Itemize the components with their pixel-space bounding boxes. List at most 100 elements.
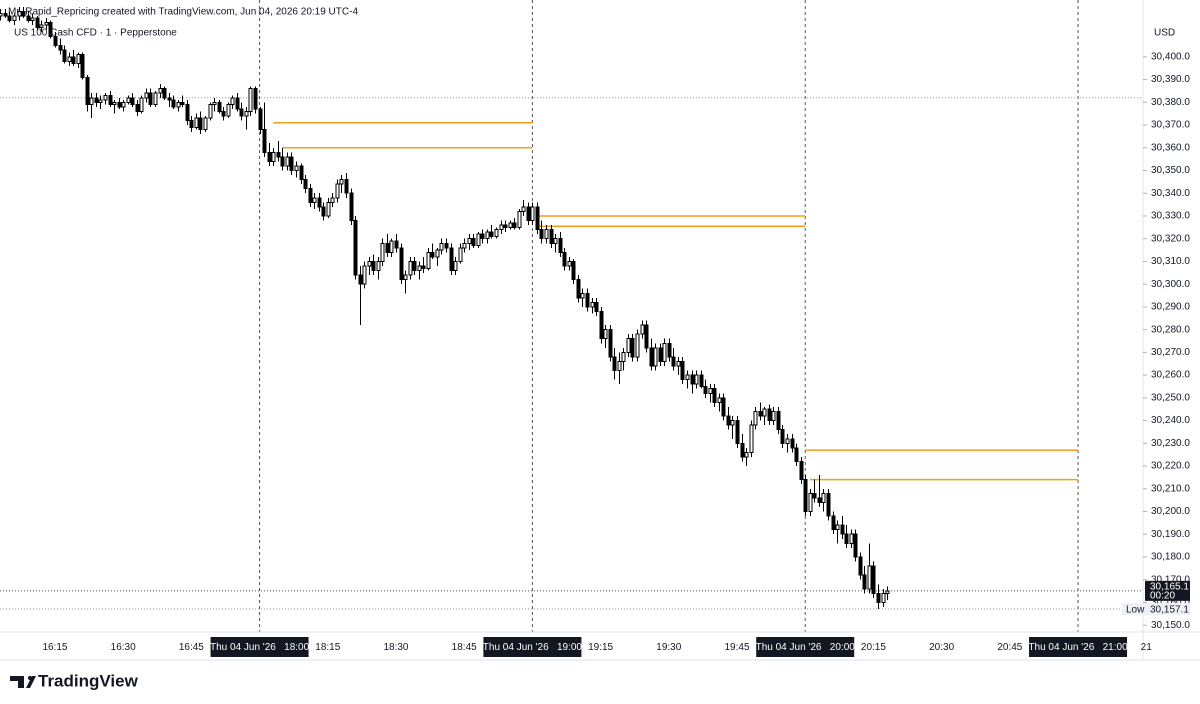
candle-body <box>253 88 258 110</box>
candle-body <box>740 442 745 458</box>
x-tick-label: 18:45 <box>452 642 477 653</box>
candle-body <box>399 247 404 281</box>
brand-logo <box>10 676 36 688</box>
candle-body <box>380 242 385 262</box>
logo-dot <box>28 676 32 680</box>
candle-body <box>308 188 313 203</box>
candle-body <box>21 10 26 17</box>
candle-body <box>94 97 99 103</box>
candle-body <box>12 15 17 21</box>
candle-body <box>762 408 767 417</box>
caption: Mr_Rapid_Repricing created with TradingV… <box>8 7 358 18</box>
y-tick-label: 30,350.0 <box>1151 165 1190 176</box>
candle-body <box>3 13 8 17</box>
x-tick-label-box <box>756 637 855 657</box>
candle-body <box>862 574 867 590</box>
y-tick-label: 30,360.0 <box>1151 142 1190 153</box>
candle-body <box>590 301 595 308</box>
candle-body <box>476 233 481 247</box>
candle-body <box>685 374 690 381</box>
candle-body <box>271 151 276 162</box>
candle-body <box>335 183 340 199</box>
candle-body <box>48 22 53 37</box>
candle-body <box>808 492 813 513</box>
logo-mark <box>10 676 36 688</box>
candle-body <box>680 360 685 381</box>
candle-body <box>435 249 440 258</box>
candle-body <box>485 231 490 240</box>
low-title: Low <box>1126 605 1145 616</box>
candle-body <box>599 310 604 340</box>
candle-body <box>612 356 617 372</box>
candle-body <box>121 101 126 108</box>
candle-body <box>621 351 626 362</box>
candle-body <box>803 479 808 513</box>
y-tick-label: 30,340.0 <box>1151 188 1190 199</box>
symbol-title: US 100 Cash CFD · 1 · Pepperstone <box>14 28 177 39</box>
y-tick-label: 30,390.0 <box>1151 74 1190 85</box>
candle-body <box>180 101 185 106</box>
candle-body <box>503 224 508 228</box>
candle-body <box>58 44 63 51</box>
candle-body <box>217 101 222 112</box>
candle-body <box>17 10 22 17</box>
x-tick-label: Thu 04 Jun '26 18:00 <box>210 642 310 653</box>
candle-body <box>389 240 394 253</box>
candle-body <box>353 220 358 276</box>
y-tick-label: 30,380.0 <box>1151 97 1190 108</box>
candle-body <box>444 242 449 249</box>
candle-body <box>339 179 344 185</box>
candle-body <box>794 447 799 462</box>
x-tick-label: 18:30 <box>383 642 408 653</box>
x-tick-label: Thu 04 Jun '26 19:00 <box>483 642 583 653</box>
y-tick-label: 30,400.0 <box>1151 51 1190 62</box>
candle-body <box>376 260 381 272</box>
candle-body <box>626 338 631 353</box>
candle-body <box>835 524 840 531</box>
y-tick-label: 30,270.0 <box>1151 347 1190 358</box>
candle-body <box>471 238 476 247</box>
candle-body <box>430 251 435 258</box>
candle-body <box>285 156 290 167</box>
candle-body <box>544 229 549 240</box>
x-tick-label: 19:30 <box>656 642 681 653</box>
candle-body <box>103 94 108 101</box>
candle-body <box>148 92 153 106</box>
candle-body <box>644 324 649 349</box>
candle-body <box>844 533 849 544</box>
candle-body <box>135 104 140 112</box>
candle-body <box>489 231 494 237</box>
candle-body <box>708 388 713 394</box>
candle-body <box>176 101 181 108</box>
candle-body <box>853 533 858 558</box>
candle-body <box>349 192 354 222</box>
candle-body <box>276 151 281 158</box>
candle-body <box>553 238 558 244</box>
candle-body <box>189 119 194 128</box>
candle-body <box>76 54 81 65</box>
candle-body <box>694 374 699 385</box>
x-tick-label: 20:45 <box>997 642 1022 653</box>
candle-body <box>462 242 467 249</box>
candle-body <box>262 129 267 153</box>
candle-body <box>367 260 372 267</box>
candle-body <box>44 22 49 26</box>
candle-body <box>26 15 31 21</box>
x-tick-label: 21 <box>1141 642 1153 653</box>
candle-body <box>312 197 317 203</box>
candle-body <box>85 76 90 106</box>
candle-body <box>871 565 876 594</box>
candle-body <box>658 347 663 362</box>
candle-body <box>885 590 890 594</box>
y-tick-label: 30,280.0 <box>1151 324 1190 335</box>
candle-body <box>371 260 376 272</box>
candle-body <box>412 260 417 272</box>
candle-body <box>562 251 567 267</box>
y-tick-label: 30,220.0 <box>1151 461 1190 472</box>
candle-body <box>567 260 572 267</box>
candle-body <box>608 329 613 358</box>
candle-body <box>821 492 826 503</box>
candle-body <box>39 24 44 28</box>
candle-body <box>499 224 504 231</box>
